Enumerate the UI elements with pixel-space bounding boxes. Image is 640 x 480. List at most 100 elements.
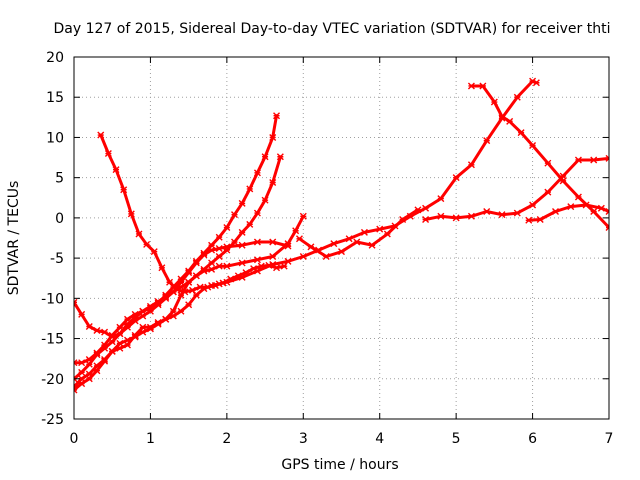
data-point [295, 235, 303, 243]
data-point [269, 238, 277, 246]
data-point [112, 166, 120, 174]
data-point [567, 203, 575, 211]
data-point [215, 244, 223, 252]
data-point [253, 256, 261, 264]
data-point [108, 331, 116, 339]
data-point [139, 312, 147, 320]
data-point [231, 238, 238, 246]
data-point [467, 212, 475, 220]
data-point [517, 129, 525, 137]
data-point [529, 201, 537, 209]
data-point [74, 359, 78, 367]
series-3 [74, 153, 284, 367]
x-tick-label: 4 [375, 431, 384, 447]
series-layer [74, 77, 609, 394]
data-point [498, 211, 506, 219]
data-point [238, 259, 246, 267]
data-point [162, 315, 170, 323]
data-point [146, 307, 154, 315]
data-point [414, 206, 422, 214]
data-point [483, 207, 491, 215]
data-point [322, 253, 330, 260]
series-line [424, 156, 609, 221]
data-point [338, 248, 345, 256]
data-point [261, 196, 269, 204]
data-point [261, 153, 269, 161]
data-point [135, 230, 143, 238]
data-point [368, 241, 376, 249]
data-point [101, 357, 109, 365]
data-point [131, 310, 139, 318]
data-point [185, 278, 193, 286]
x-axis-label: GPS time / hours [281, 457, 398, 473]
data-point [93, 367, 101, 375]
data-point [78, 359, 86, 367]
data-point [532, 79, 540, 87]
chart-title: Day 127 of 2015, Sidereal Day-to-day VTE… [54, 21, 611, 37]
data-point [437, 195, 445, 203]
data-point [215, 280, 223, 288]
data-point [215, 262, 223, 270]
data-point [108, 347, 116, 355]
data-point [238, 199, 246, 207]
data-point [437, 212, 445, 220]
data-point [280, 262, 288, 270]
data-point [200, 267, 208, 275]
y-tick-labels: -25 -20 -15 -10 -5 0 5 10 15 20 [41, 50, 64, 428]
data-point [143, 240, 151, 248]
data-point [104, 150, 112, 158]
data-point [513, 93, 521, 101]
x-tick-label: 1 [146, 431, 155, 447]
x-tick-label: 6 [528, 431, 537, 447]
data-point [158, 264, 166, 272]
series-9 [467, 82, 609, 232]
data-point [605, 154, 609, 162]
data-point [452, 174, 460, 182]
series-8 [422, 154, 609, 223]
data-point [276, 153, 284, 161]
data-point [146, 323, 154, 331]
data-point [597, 204, 605, 212]
data-point [544, 188, 552, 196]
data-point [116, 330, 124, 338]
data-point [253, 169, 261, 177]
data-point [116, 323, 124, 331]
data-point [223, 224, 231, 232]
data-point [215, 233, 223, 241]
data-point [605, 207, 609, 215]
data-point [467, 161, 475, 169]
grid [74, 57, 609, 419]
data-point [131, 317, 139, 325]
y-tick-label: 20 [46, 50, 64, 66]
data-point [483, 137, 491, 145]
y-tick-label: -10 [41, 291, 64, 307]
data-point [559, 177, 567, 185]
y-tick-label: 0 [55, 211, 64, 227]
data-point [299, 253, 307, 260]
data-point [345, 235, 353, 243]
data-point [582, 201, 590, 209]
data-point [154, 301, 162, 309]
data-point [120, 186, 128, 194]
data-point [360, 228, 368, 236]
data-point [525, 216, 533, 224]
data-point [238, 273, 246, 281]
data-point [269, 261, 277, 269]
data-point [231, 211, 238, 219]
data-point [200, 251, 208, 259]
series-7 [295, 206, 422, 260]
data-point [93, 351, 101, 359]
data-point [177, 307, 185, 315]
data-point [238, 228, 246, 236]
data-point [269, 133, 277, 141]
data-point [215, 253, 223, 260]
data-point [422, 204, 430, 212]
data-point [284, 240, 292, 248]
data-point [124, 315, 131, 323]
data-point [192, 259, 200, 267]
y-axis-label: SDTVAR / TECUs [6, 181, 22, 296]
data-point [223, 262, 231, 270]
y-tick-label: -20 [41, 372, 64, 388]
data-point [124, 323, 131, 331]
data-point [223, 243, 231, 251]
